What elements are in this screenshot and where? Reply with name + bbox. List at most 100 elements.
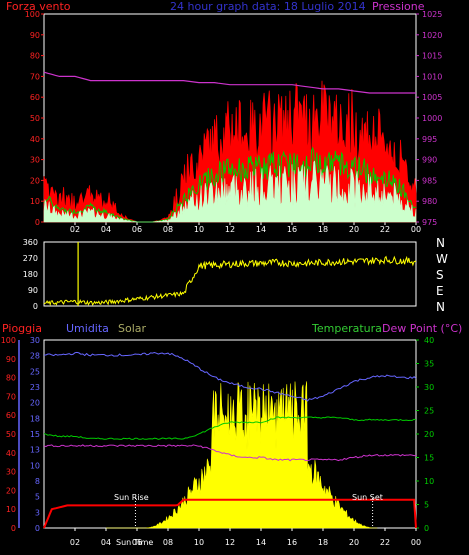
- compass-label: W: [436, 252, 448, 266]
- sun-set-label: Sun Set: [352, 493, 383, 502]
- top-x-tick: 14: [256, 225, 266, 234]
- solar-label: Solar: [118, 322, 147, 335]
- rain-tick: 30: [6, 468, 16, 477]
- top-x-tick: 00: [411, 225, 421, 234]
- top-right-tick: 1010: [422, 72, 442, 81]
- bottom-x-tick: 10: [194, 538, 204, 547]
- top-right-tick: 990: [422, 156, 437, 165]
- top-x-tick: 22: [380, 225, 390, 234]
- humidity-tick: 25: [30, 367, 40, 376]
- top-left-tick: 60: [30, 93, 40, 102]
- rain-label: Pioggia: [2, 322, 42, 335]
- bottom-x-tick: 06: [132, 538, 142, 547]
- top-right-tick: 985: [422, 176, 437, 185]
- top-right-tick: 1005: [422, 93, 442, 102]
- top-left-tick: 90: [30, 31, 40, 40]
- gust-series: [43, 146, 417, 223]
- humidity-tick: 13: [30, 446, 40, 455]
- top-right-tick: 995: [422, 135, 437, 144]
- temp-tick: 5: [424, 501, 429, 510]
- bottom-x-tick: 20: [349, 538, 359, 547]
- humidity-tick: 15: [30, 430, 40, 439]
- top-x-tick: 12: [225, 225, 235, 234]
- top-x-tick: 04: [101, 225, 111, 234]
- avg-wind-series: [43, 160, 417, 223]
- top-right-tick: 1000: [422, 114, 442, 123]
- humidity-tick: 30: [30, 336, 40, 345]
- mid-left-tick: 0: [33, 302, 38, 311]
- compass-label: N: [436, 236, 445, 250]
- pressure-label: Pressione: [372, 0, 425, 13]
- mid-panel-frame: [43, 241, 417, 307]
- top-left-tick: 40: [30, 135, 40, 144]
- humidity-tick: 8: [35, 477, 40, 486]
- humidity-tick: 0: [35, 524, 40, 533]
- pressure-series: [43, 71, 416, 94]
- temp-tick: 20: [424, 430, 434, 439]
- mid-left-tick: 90: [28, 286, 38, 295]
- temperature-label: Temperatura: [311, 322, 382, 335]
- top-right-tick: 980: [422, 197, 437, 206]
- top-left-tick: 0: [35, 218, 40, 227]
- bottom-x-tick: 14: [256, 538, 266, 547]
- humidity-tick: 28: [30, 352, 40, 361]
- rain-tick: 60: [6, 411, 16, 420]
- dewpoint-series: [43, 444, 417, 462]
- top-left-tick: 100: [25, 10, 40, 19]
- dewpoint-label: Dew Point (°C): [382, 322, 462, 335]
- top-left-tick: 20: [30, 176, 40, 185]
- compass-label: E: [436, 284, 444, 298]
- temp-tick: 40: [424, 336, 434, 345]
- humidity-tick: 3: [35, 508, 40, 517]
- wind-label: Forza vento: [6, 0, 71, 13]
- sun-time-label: Sun Time: [116, 538, 153, 547]
- top-x-tick: 06: [132, 225, 142, 234]
- rain-tick: 40: [6, 449, 16, 458]
- rain-tick: 90: [6, 355, 16, 364]
- humidity-label: Umidita: [66, 322, 109, 335]
- top-series: [43, 71, 417, 223]
- top-x-tick: 10: [194, 225, 204, 234]
- mid-left-tick: 180: [23, 270, 38, 279]
- bottom-x-tick: 04: [101, 538, 111, 547]
- rain-tick: 10: [6, 505, 16, 514]
- rain-tick: 80: [6, 374, 16, 383]
- humidity-tick: 20: [30, 399, 40, 408]
- rain-tick: 70: [6, 392, 16, 401]
- top-axes: 1009080706050403020100102510201015101010…: [25, 10, 443, 234]
- bottom-x-tick: 16: [287, 538, 297, 547]
- top-left-tick: 50: [30, 114, 40, 123]
- rain-tick: 20: [6, 486, 16, 495]
- direction-series: [43, 255, 417, 307]
- mid-series: [43, 242, 417, 307]
- bottom-axes: 1009080706050403020100302825232018151310…: [1, 336, 434, 547]
- top-x-tick: 16: [287, 225, 297, 234]
- rain-tick: 100: [1, 336, 16, 345]
- bottom-x-tick: 12: [225, 538, 235, 547]
- compass-label: N: [436, 300, 445, 314]
- bottom-x-tick: 18: [318, 538, 328, 547]
- temp-tick: 10: [424, 477, 434, 486]
- bottom-x-tick: 22: [380, 538, 390, 547]
- top-x-tick: 18: [318, 225, 328, 234]
- compass-label: S: [436, 268, 444, 282]
- humidity-tick: 23: [30, 383, 40, 392]
- top-right-tick: 1025: [422, 10, 442, 19]
- top-left-tick: 80: [30, 52, 40, 61]
- bottom-x-tick: 08: [163, 538, 173, 547]
- top-left-tick: 10: [30, 197, 40, 206]
- solar-series: [106, 381, 378, 529]
- temp-tick: 30: [424, 383, 434, 392]
- top-x-tick: 02: [70, 225, 80, 234]
- top-x-tick: 20: [349, 225, 359, 234]
- rain-tick: 50: [6, 430, 16, 439]
- humidity-tick: 10: [30, 461, 40, 470]
- temp-tick: 0: [424, 524, 429, 533]
- top-left-tick: 30: [30, 156, 40, 165]
- temp-tick: 15: [424, 454, 434, 463]
- mid-left-tick: 270: [23, 254, 38, 263]
- rain-tick: 0: [11, 524, 16, 533]
- bottom-x-tick: 00: [411, 538, 421, 547]
